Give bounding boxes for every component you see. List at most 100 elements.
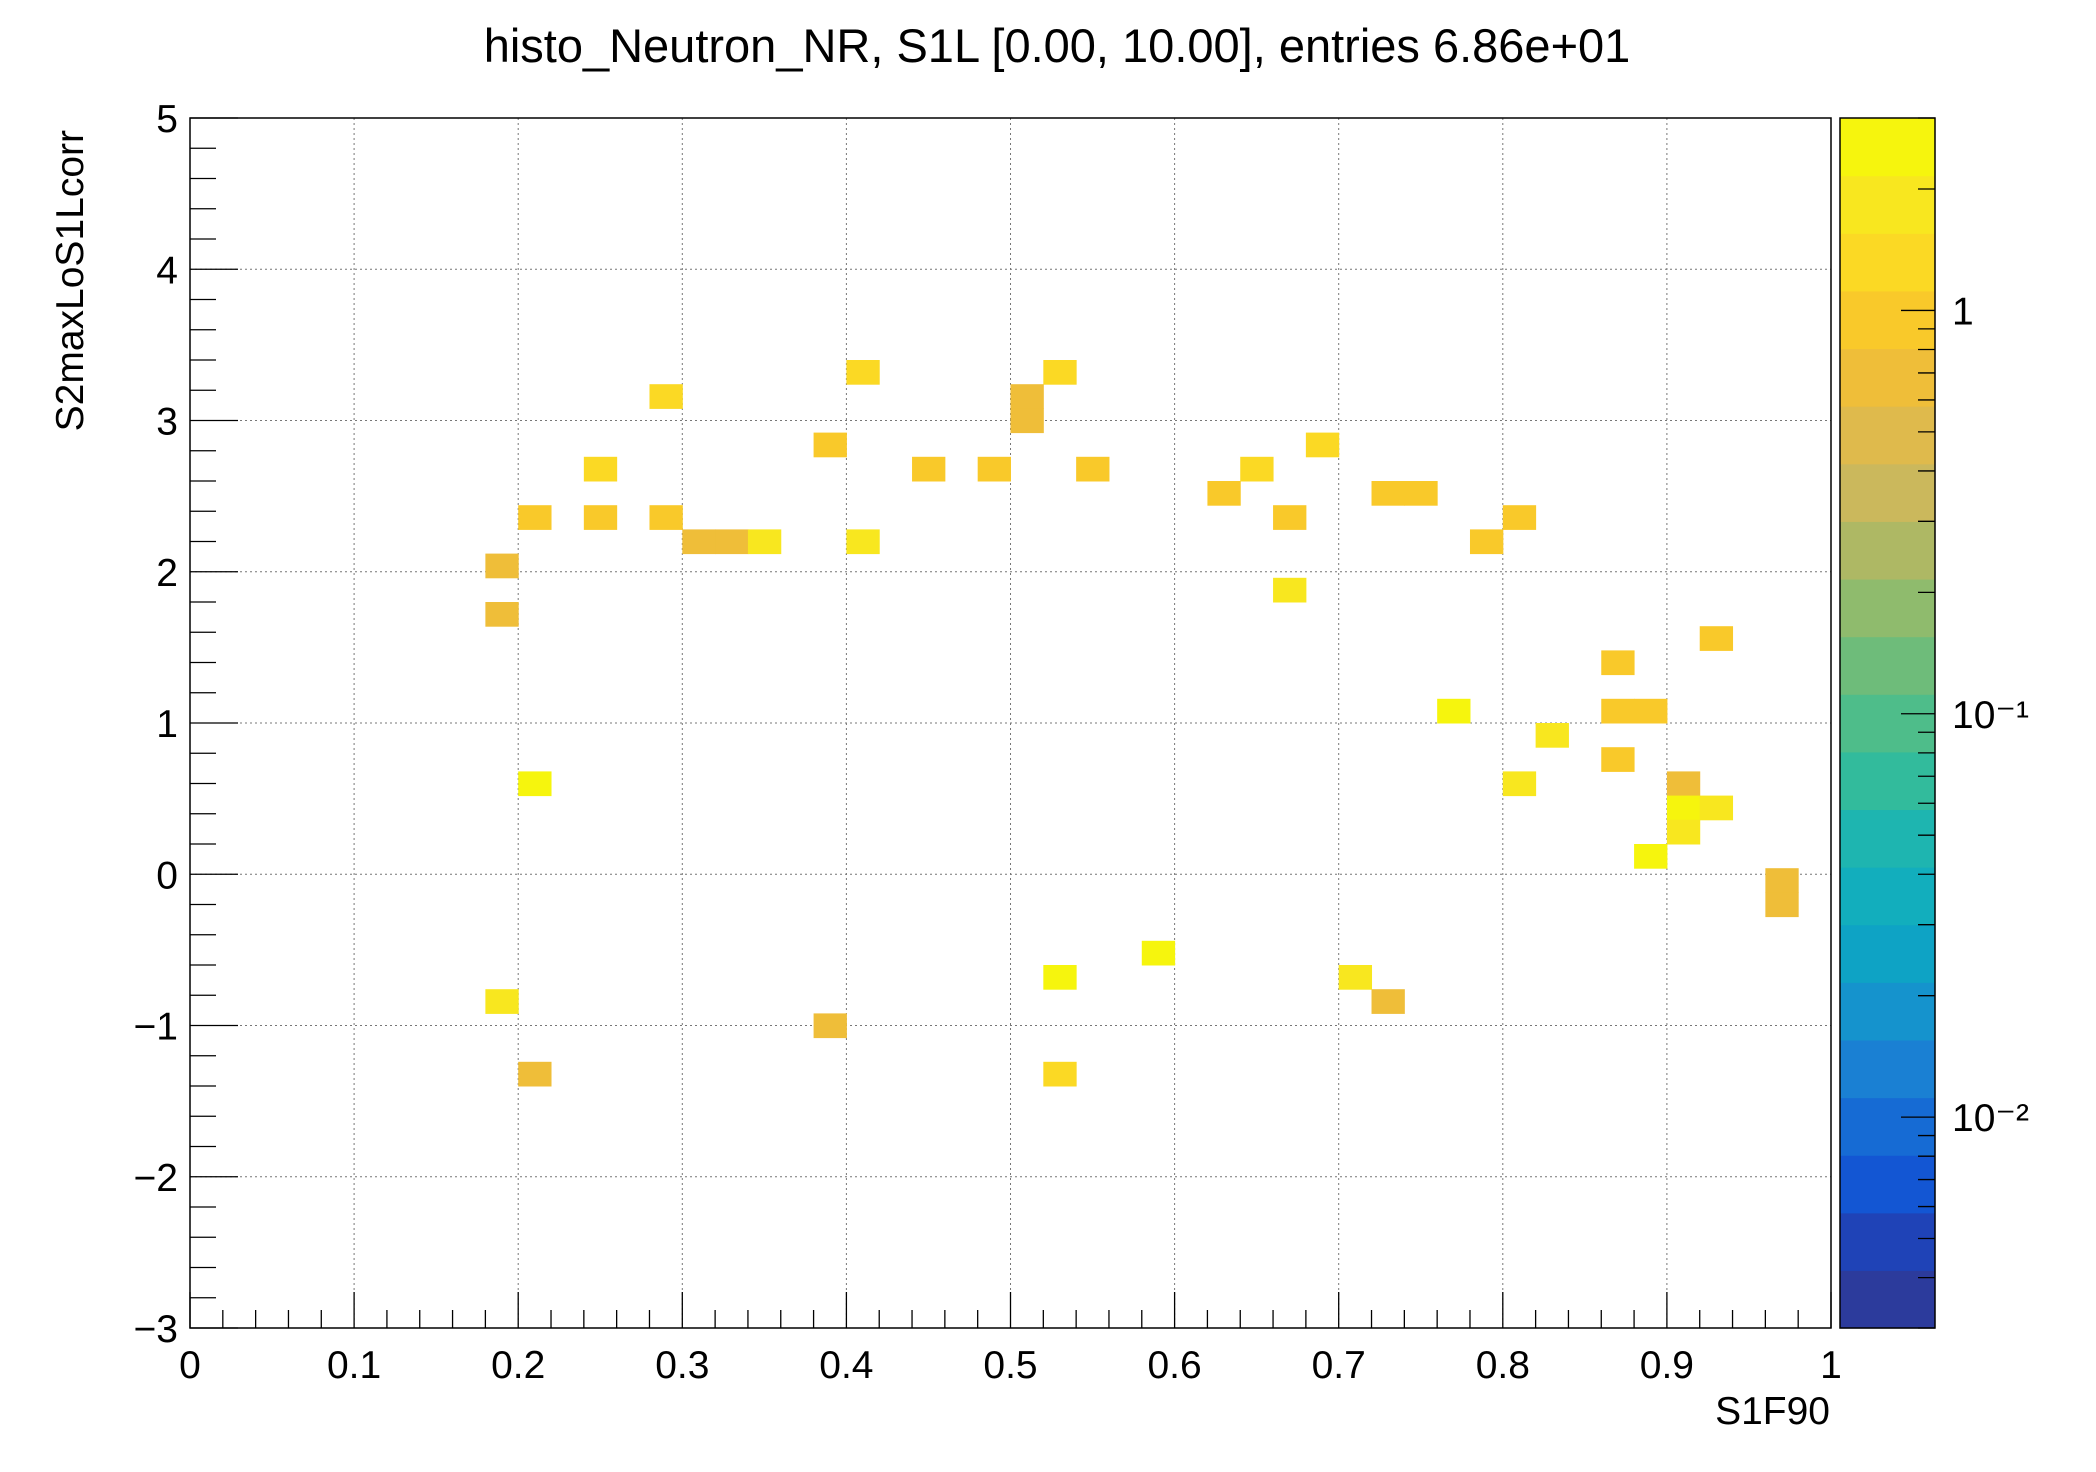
heatmap-cell	[1666, 795, 1701, 821]
color-scale-segment	[1840, 463, 1935, 522]
heatmap-cell	[1043, 965, 1077, 990]
heatmap-cell	[1502, 771, 1537, 797]
x-tick-label: 0.5	[983, 1344, 1037, 1387]
x-tick-label: 1	[1820, 1344, 1842, 1387]
heatmap-cell	[1043, 1061, 1077, 1087]
heatmap-cell	[1666, 771, 1701, 797]
heatmap-cell	[747, 529, 782, 555]
heatmap-cell	[485, 989, 519, 1014]
heatmap-cell	[682, 529, 716, 555]
heatmap-cell	[1634, 698, 1668, 724]
heatmap-cell	[1765, 868, 1799, 893]
heatmap-cell	[1634, 844, 1668, 869]
heatmap-cell	[1601, 650, 1635, 676]
x-axis-ticks: 0 0.1 0.2 0.3 0.4 0.5 0.6 0.7 0.8 0.9 1	[179, 1292, 1842, 1387]
heatmap-cell	[1010, 384, 1044, 409]
x-tick-label: 0.7	[1312, 1344, 1366, 1387]
heatmap-cell	[1010, 408, 1044, 434]
color-scale-segment	[1840, 1212, 1935, 1271]
heatmap-cell	[1043, 360, 1077, 385]
heatmap-cell	[583, 505, 618, 530]
color-scale-segment	[1840, 233, 1935, 292]
heatmap-cell	[485, 602, 519, 627]
x-tick-label: 0.9	[1640, 1344, 1694, 1387]
color-scale-segment	[1840, 867, 1935, 926]
y-tick-label: −3	[134, 1308, 178, 1351]
color-scale-segment	[1840, 290, 1935, 350]
x-tick-label: 0.1	[327, 1344, 381, 1387]
color-scale-segment	[1840, 118, 1935, 177]
color-scale-labels: 10⁻² 10⁻¹ 1	[1952, 290, 2029, 1140]
heatmap-cell	[813, 432, 847, 458]
heatmap-cell	[1699, 795, 1734, 821]
heatmap-cell	[1601, 698, 1635, 724]
color-scale-segment	[1840, 1155, 1935, 1214]
color-scale-segment	[1840, 406, 1935, 465]
heatmap-cell	[813, 1013, 847, 1039]
heatmap-cell	[1207, 481, 1241, 506]
heatmap-cell	[977, 456, 1011, 482]
heatmap-cell	[1141, 940, 1176, 966]
heatmap-cell	[1076, 456, 1110, 482]
color-scale-segment	[1840, 521, 1935, 580]
heatmap-cell	[912, 456, 946, 482]
heatmap-cells	[485, 360, 1799, 1087]
heatmap-cell	[1765, 892, 1799, 918]
heatmap-cell	[1371, 481, 1405, 506]
color-scale-segment	[1840, 1270, 1935, 1329]
heatmap-cell	[1437, 698, 1471, 724]
x-tick-label: 0.4	[819, 1344, 873, 1387]
heatmap-cell	[1371, 989, 1405, 1014]
x-tick-label: 0.6	[1147, 1344, 1201, 1387]
y-tick-label: −2	[134, 1157, 178, 1200]
color-scale-segment	[1840, 751, 1935, 811]
heatmap-cell	[1535, 723, 1569, 748]
heatmap-cell	[1305, 432, 1340, 458]
heatmap-cell	[583, 456, 618, 482]
x-tick-label: 0.8	[1476, 1344, 1530, 1387]
chart-title: histo_Neutron_NR, S1L [0.00, 10.00], ent…	[484, 19, 1631, 72]
heatmap-cell	[1240, 456, 1274, 482]
color-scale-label: 10⁻²	[1952, 1097, 2029, 1140]
y-axis-ticks: −3 −2 −1 0 1 2 3 4 5	[134, 98, 238, 1351]
heatmap-cell	[1469, 529, 1504, 555]
heatmap-cell	[1273, 577, 1307, 603]
color-scale-segment	[1840, 924, 1935, 983]
grid-layer	[190, 118, 1831, 1328]
heatmap-cell	[1601, 747, 1635, 772]
color-scale-segment	[1840, 348, 1935, 407]
color-scale-segment	[1840, 982, 1935, 1041]
x-tick-label: 0.3	[655, 1344, 709, 1387]
color-scale-segment	[1840, 809, 1935, 868]
y-tick-label: 4	[156, 249, 178, 292]
heatmap-cell	[1273, 505, 1307, 530]
heatmap-cell	[518, 1061, 552, 1087]
y-tick-label: 3	[156, 401, 178, 444]
heatmap-cell	[1502, 505, 1537, 530]
y-axis-label: S2maxLoS1Lcorr	[49, 130, 92, 431]
color-scale-bar	[1839, 117, 1936, 1329]
y-tick-label: 2	[156, 552, 178, 595]
heatmap-cell	[485, 553, 519, 579]
heatmap-cell	[846, 360, 880, 385]
color-scale-segment	[1840, 636, 1935, 695]
color-scale-segment	[1840, 1097, 1935, 1156]
x-tick-label: 0	[179, 1344, 201, 1387]
color-scale-label: 10⁻¹	[1952, 694, 2029, 737]
color-scale-segment	[1840, 175, 1935, 234]
heatmap-cell	[1699, 626, 1734, 651]
heatmap-cell	[649, 505, 683, 530]
y-tick-label: 0	[156, 854, 178, 897]
heatmap-cell	[1404, 481, 1438, 506]
color-scale-border	[1839, 117, 1936, 1329]
heatmap-cell	[518, 771, 552, 797]
color-scale-segment	[1840, 578, 1935, 638]
color-scale-segment	[1840, 694, 1935, 753]
y-tick-label: 1	[156, 703, 178, 746]
color-scale-segment	[1840, 1039, 1935, 1099]
heatmap-cell	[1666, 819, 1701, 845]
y-tick-label: −1	[134, 1006, 178, 1049]
heatmap-cell	[846, 529, 880, 555]
x-axis-label: S1F90	[1715, 1390, 1830, 1433]
